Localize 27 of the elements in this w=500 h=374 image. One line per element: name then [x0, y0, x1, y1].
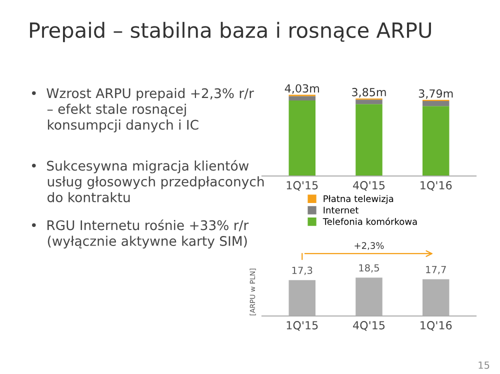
text: 15 — [478, 362, 490, 369]
data-label: 17,7 — [426, 266, 446, 274]
annotation: 4,03m — [284, 84, 319, 94]
data-label: 17,3 — [292, 266, 312, 276]
legend-label: Płatna telewizja — [324, 195, 394, 204]
text: • RGU Internetu rośnie +33% r/r (wyłącznie aktywne karty SIM) — [32, 219, 249, 249]
data-label: 18,5 — [359, 264, 379, 273]
text: Prepaid – stabilna baza i rosnące ARPU — [30, 22, 431, 42]
bar — [422, 106, 450, 176]
x-tick-label: 4Q'15 — [353, 181, 385, 191]
bar — [288, 100, 316, 176]
bar — [288, 96, 316, 100]
text: +2,3% — [354, 242, 384, 250]
annotation: 3,79m — [418, 89, 453, 99]
x-tick-label: 1Q'16 — [420, 181, 452, 191]
x-tick-label: 4Q'15 — [353, 321, 385, 331]
annotation: • Sukcesywna migracja klientów usług głosowych przedpłaconych do kontraktu — [32, 160, 264, 202]
text: • Wzrost ARPU prepaid +2,3% r/r – efekt stale rosnącej konsumpcji danych i IC — [32, 88, 254, 132]
bar — [422, 101, 450, 106]
x-tick-label: 1Q'15 — [286, 181, 318, 191]
bar — [356, 100, 382, 104]
annotation: 3,85m — [352, 88, 386, 98]
bar — [356, 104, 382, 176]
x-tick-label: 1Q'16 — [420, 321, 452, 331]
legend-label: Internet — [324, 206, 358, 214]
x-tick-label: 1Q'15 — [286, 321, 318, 331]
legend-label: Telefonia komórkowa — [322, 218, 417, 225]
